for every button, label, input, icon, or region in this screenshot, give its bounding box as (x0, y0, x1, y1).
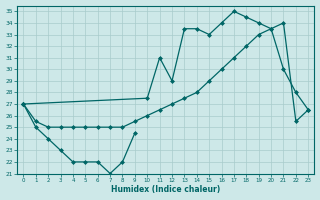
X-axis label: Humidex (Indice chaleur): Humidex (Indice chaleur) (111, 185, 220, 194)
